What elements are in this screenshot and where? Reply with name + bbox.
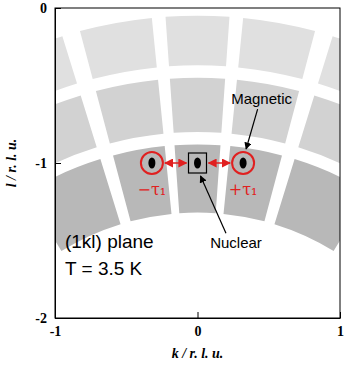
detector-sector [232, 80, 300, 144]
plot: -1010-1-2−τ₁+τ₁MagneticNuclear(1kl) plan… [0, 1, 360, 339]
detector-sector [113, 146, 171, 221]
magnetic-circle [232, 152, 254, 174]
x-tick-label: 1 [337, 324, 344, 339]
peak [148, 158, 155, 169]
annotations: −τ₁ +τ₁ Magnetic Nuclear (1kl) plane T = 3.5 … [65, 90, 293, 279]
peak [194, 158, 201, 169]
magnetic-pointer [246, 109, 258, 149]
y-tick-mark [55, 163, 61, 164]
y-tick: 0 [40, 1, 61, 16]
tau-arrow [209, 162, 231, 164]
x-tick-label: 0 [195, 324, 202, 339]
x-tick-mark [340, 312, 341, 318]
tau-label: +τ₁ [229, 180, 258, 199]
detector-coverage [55, 16, 340, 251]
detector-sector [238, 18, 315, 79]
nuclear-pointer [201, 176, 226, 233]
x-axis-title: k / r. l. u. [172, 346, 224, 361]
y-tick: -2 [35, 311, 61, 326]
detector-sector [318, 36, 340, 125]
plot-frame [55, 8, 340, 318]
chart: -1010-1-2−τ₁+τ₁MagneticNuclear(1kl) plan… [0, 0, 360, 370]
y-tick: -1 [35, 156, 61, 171]
x-tick-label: -1 [50, 324, 62, 339]
data-area [55, 16, 340, 251]
tau-arrow [165, 162, 187, 164]
x-axis: -1 0 1 [50, 312, 344, 339]
plane-label: (1kl) plane [65, 231, 154, 252]
temperature-label: T = 3.5 K [65, 258, 143, 279]
detector-sector [96, 80, 164, 144]
detector-sector [55, 36, 77, 125]
x-tick: 0 [195, 312, 202, 339]
y-tick-mark [55, 318, 61, 319]
nuclear-label: Nuclear [210, 234, 262, 251]
detector-sector [166, 16, 230, 67]
detector-sector [175, 144, 221, 213]
y-tick-label: -2 [35, 311, 47, 326]
peak [240, 158, 247, 169]
y-tick-label: 0 [40, 1, 47, 16]
detector-sector [55, 95, 97, 182]
magnetic-circle [141, 152, 163, 174]
nuclear-box [189, 153, 207, 173]
detector-sector [298, 95, 340, 182]
y-axis-title: l / r. l. u. [4, 139, 19, 188]
x-axis-line [56, 318, 341, 319]
x-tick-mark [198, 312, 199, 318]
y-tick-mark [55, 8, 61, 9]
tau-label: −τ₁ [138, 180, 167, 199]
detector-sector [170, 78, 225, 133]
detector-sector [223, 146, 281, 221]
detector-sector [274, 159, 340, 251]
y-tick-label: -1 [35, 156, 47, 171]
magnetic-label: Magnetic [231, 90, 292, 107]
x-tick: 1 [337, 312, 344, 339]
detector-sector [80, 18, 157, 79]
y-axis: 0 -1 -2 [35, 1, 61, 326]
